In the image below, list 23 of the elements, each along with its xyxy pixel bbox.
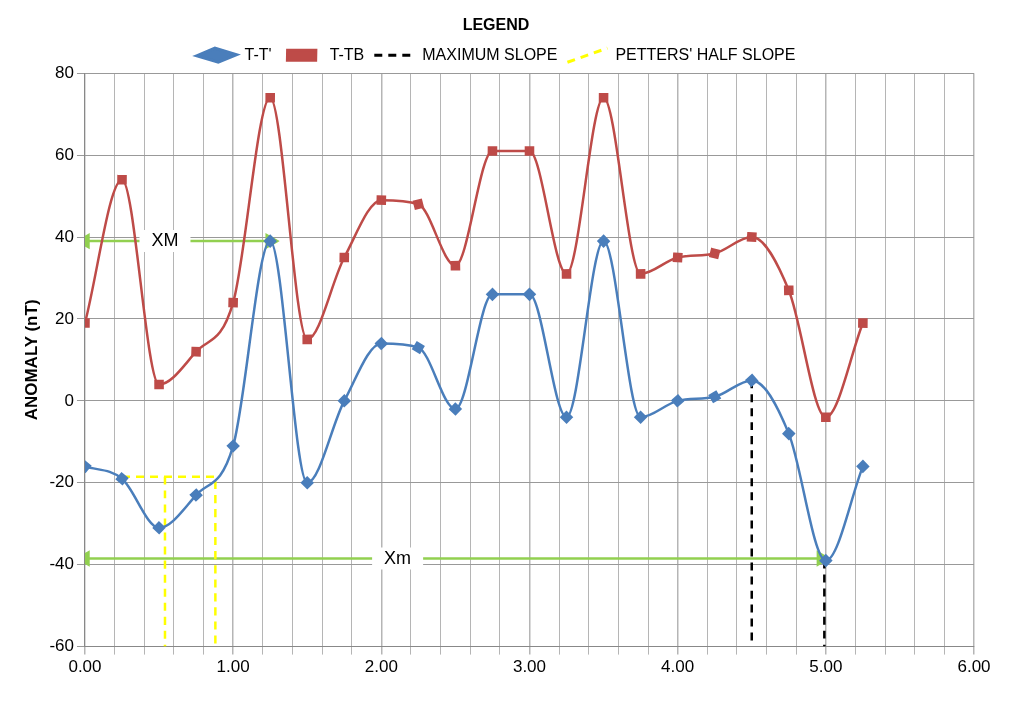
y-tick-label: -20 xyxy=(49,472,74,492)
x-tick-label: 4.00 xyxy=(661,657,695,677)
x-tick-label: 0.00 xyxy=(68,657,102,677)
y-tick-label: 40 xyxy=(55,226,74,246)
annotation: Xm xyxy=(384,547,412,568)
y-tick-label: -40 xyxy=(49,554,74,574)
x-tick-label: 1.00 xyxy=(216,657,250,677)
y-tick-label: 20 xyxy=(55,308,74,328)
legend-title: LEGEND xyxy=(462,16,530,34)
y-tick-label: -60 xyxy=(49,636,74,656)
x-tick-label: 3.00 xyxy=(512,657,547,677)
legend-label: MAXIMUM SLOPE xyxy=(422,45,558,63)
annotation: XM xyxy=(151,230,179,251)
y-tick-label: 80 xyxy=(55,62,74,82)
x-tick-label: 5.00 xyxy=(809,657,843,677)
y-axis-title: ANOMALY (nT) xyxy=(21,299,41,421)
legend-label: PETTERS' HALF SLOPE xyxy=(615,45,796,63)
x-tick-label: 2.00 xyxy=(364,657,398,677)
legend-label: T-TB xyxy=(329,45,365,63)
legend-label: T-T' xyxy=(244,45,272,63)
x-tick-label: 6.00 xyxy=(957,657,991,677)
y-tick-label: 0 xyxy=(64,390,74,410)
y-tick-label: 60 xyxy=(55,144,74,164)
